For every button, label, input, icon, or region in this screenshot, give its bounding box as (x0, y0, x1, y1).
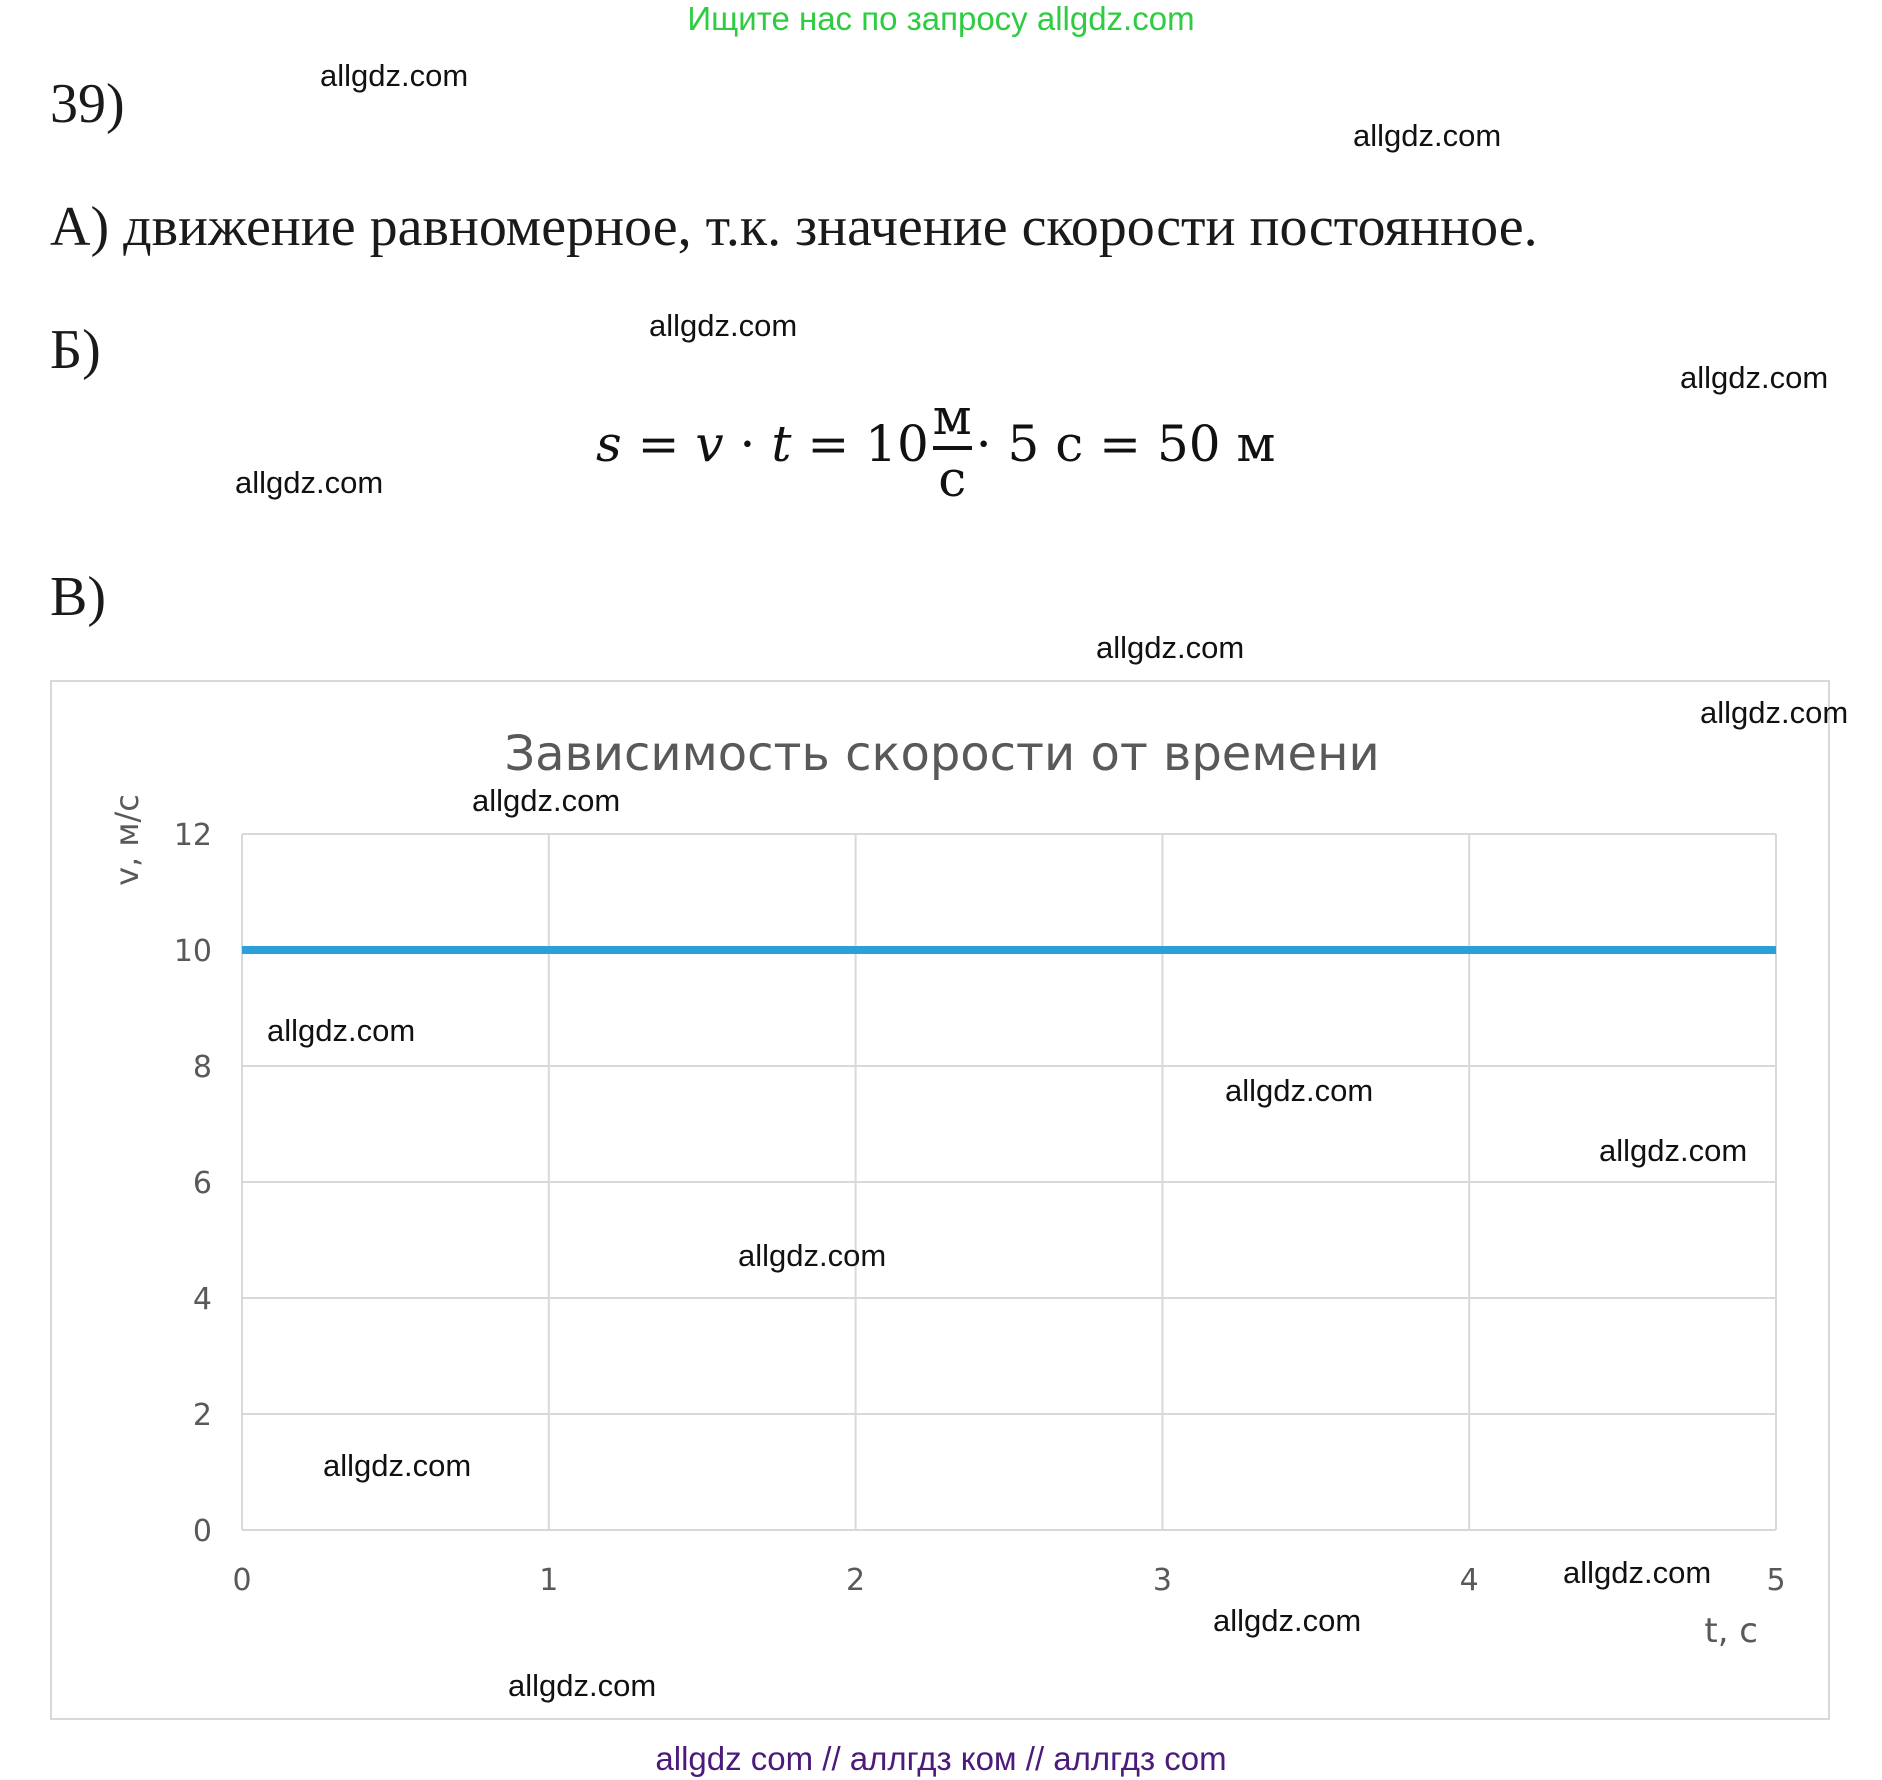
formula-eq2: = (807, 415, 850, 473)
watermark: allgdz.com (320, 58, 469, 93)
formula-s: s (596, 415, 622, 473)
y-axis-label: v, м/с (108, 794, 146, 886)
y-tick-label: 12 (174, 818, 212, 853)
formula-10: 10 (865, 415, 929, 473)
formula: s = v · t = 10 м с · 5 с = 50 м (596, 392, 1275, 504)
x-tick-label: 3 (1153, 1563, 1172, 1598)
y-tick-label: 4 (193, 1282, 212, 1317)
watermark: allgdz.com (235, 465, 384, 500)
x-tick-label: 4 (1460, 1563, 1479, 1598)
velocity-time-chart: Зависимость скорости от времени 02468101… (108, 726, 1786, 1651)
watermark: allgdz.com (1225, 1073, 1374, 1108)
formula-5s: 5 с (1007, 415, 1084, 473)
watermark: allgdz.com (1599, 1133, 1748, 1168)
watermark: allgdz.com (1563, 1555, 1712, 1590)
watermark: allgdz.com (1680, 360, 1829, 395)
formula-v: v (695, 415, 724, 473)
watermark: allgdz.com (738, 1238, 887, 1273)
watermark: allgdz.com (508, 1668, 657, 1703)
formula-result: 50 м (1156, 415, 1276, 473)
fraction-numerator: м (932, 388, 972, 446)
watermark: allgdz.com (1213, 1603, 1362, 1638)
part-a-text: А) движение равномерное, т.к. значение с… (50, 196, 1538, 258)
watermark: allgdz.com (472, 783, 621, 818)
formula-fraction: м с (932, 388, 972, 508)
watermark: allgdz.com (1700, 695, 1849, 730)
x-axis-label: t, с (1704, 1611, 1758, 1651)
chart-frame: Зависимость скорости от времени 0 2 4 6 8 10 1… (50, 680, 1830, 1720)
y-tick-label: 2 (193, 1398, 212, 1433)
fraction-bar (932, 446, 972, 450)
formula-dot1: · (739, 415, 756, 473)
footer-line: allgdz com // аллгдз ком // аллгдз com (655, 1740, 1227, 1777)
top-banner: Ищите нас по запросу allgdz.com (687, 0, 1195, 37)
watermark: allgdz.com (1353, 118, 1502, 153)
problem-number: 39) (50, 73, 125, 135)
chart-title: Зависимость скорости от времени (504, 726, 1379, 782)
fraction-denominator: с (938, 450, 967, 508)
formula-dot2: · (975, 415, 992, 473)
y-tick-label: 8 (193, 1050, 212, 1085)
formula-eq1: = (637, 415, 680, 473)
watermark: allgdz.com (1096, 630, 1245, 665)
formula-t: t (771, 415, 792, 473)
x-tick-label: 2 (846, 1563, 865, 1598)
y-tick-label: 10 (174, 934, 212, 969)
part-b-label: Б) (50, 319, 101, 381)
x-tick-label: 5 (1766, 1563, 1785, 1598)
watermark: allgdz.com (323, 1448, 472, 1483)
y-tick-label: 0 (193, 1514, 212, 1549)
x-tick-label: 1 (539, 1563, 558, 1598)
watermark: allgdz.com (267, 1013, 416, 1048)
y-tick-label: 6 (193, 1166, 212, 1201)
chart-grid (241, 833, 1777, 1531)
x-tick-label: 0 (232, 1563, 251, 1598)
part-c-label: В) (50, 566, 106, 628)
formula-eq3: = (1099, 415, 1142, 473)
watermark: allgdz.com (649, 308, 798, 343)
